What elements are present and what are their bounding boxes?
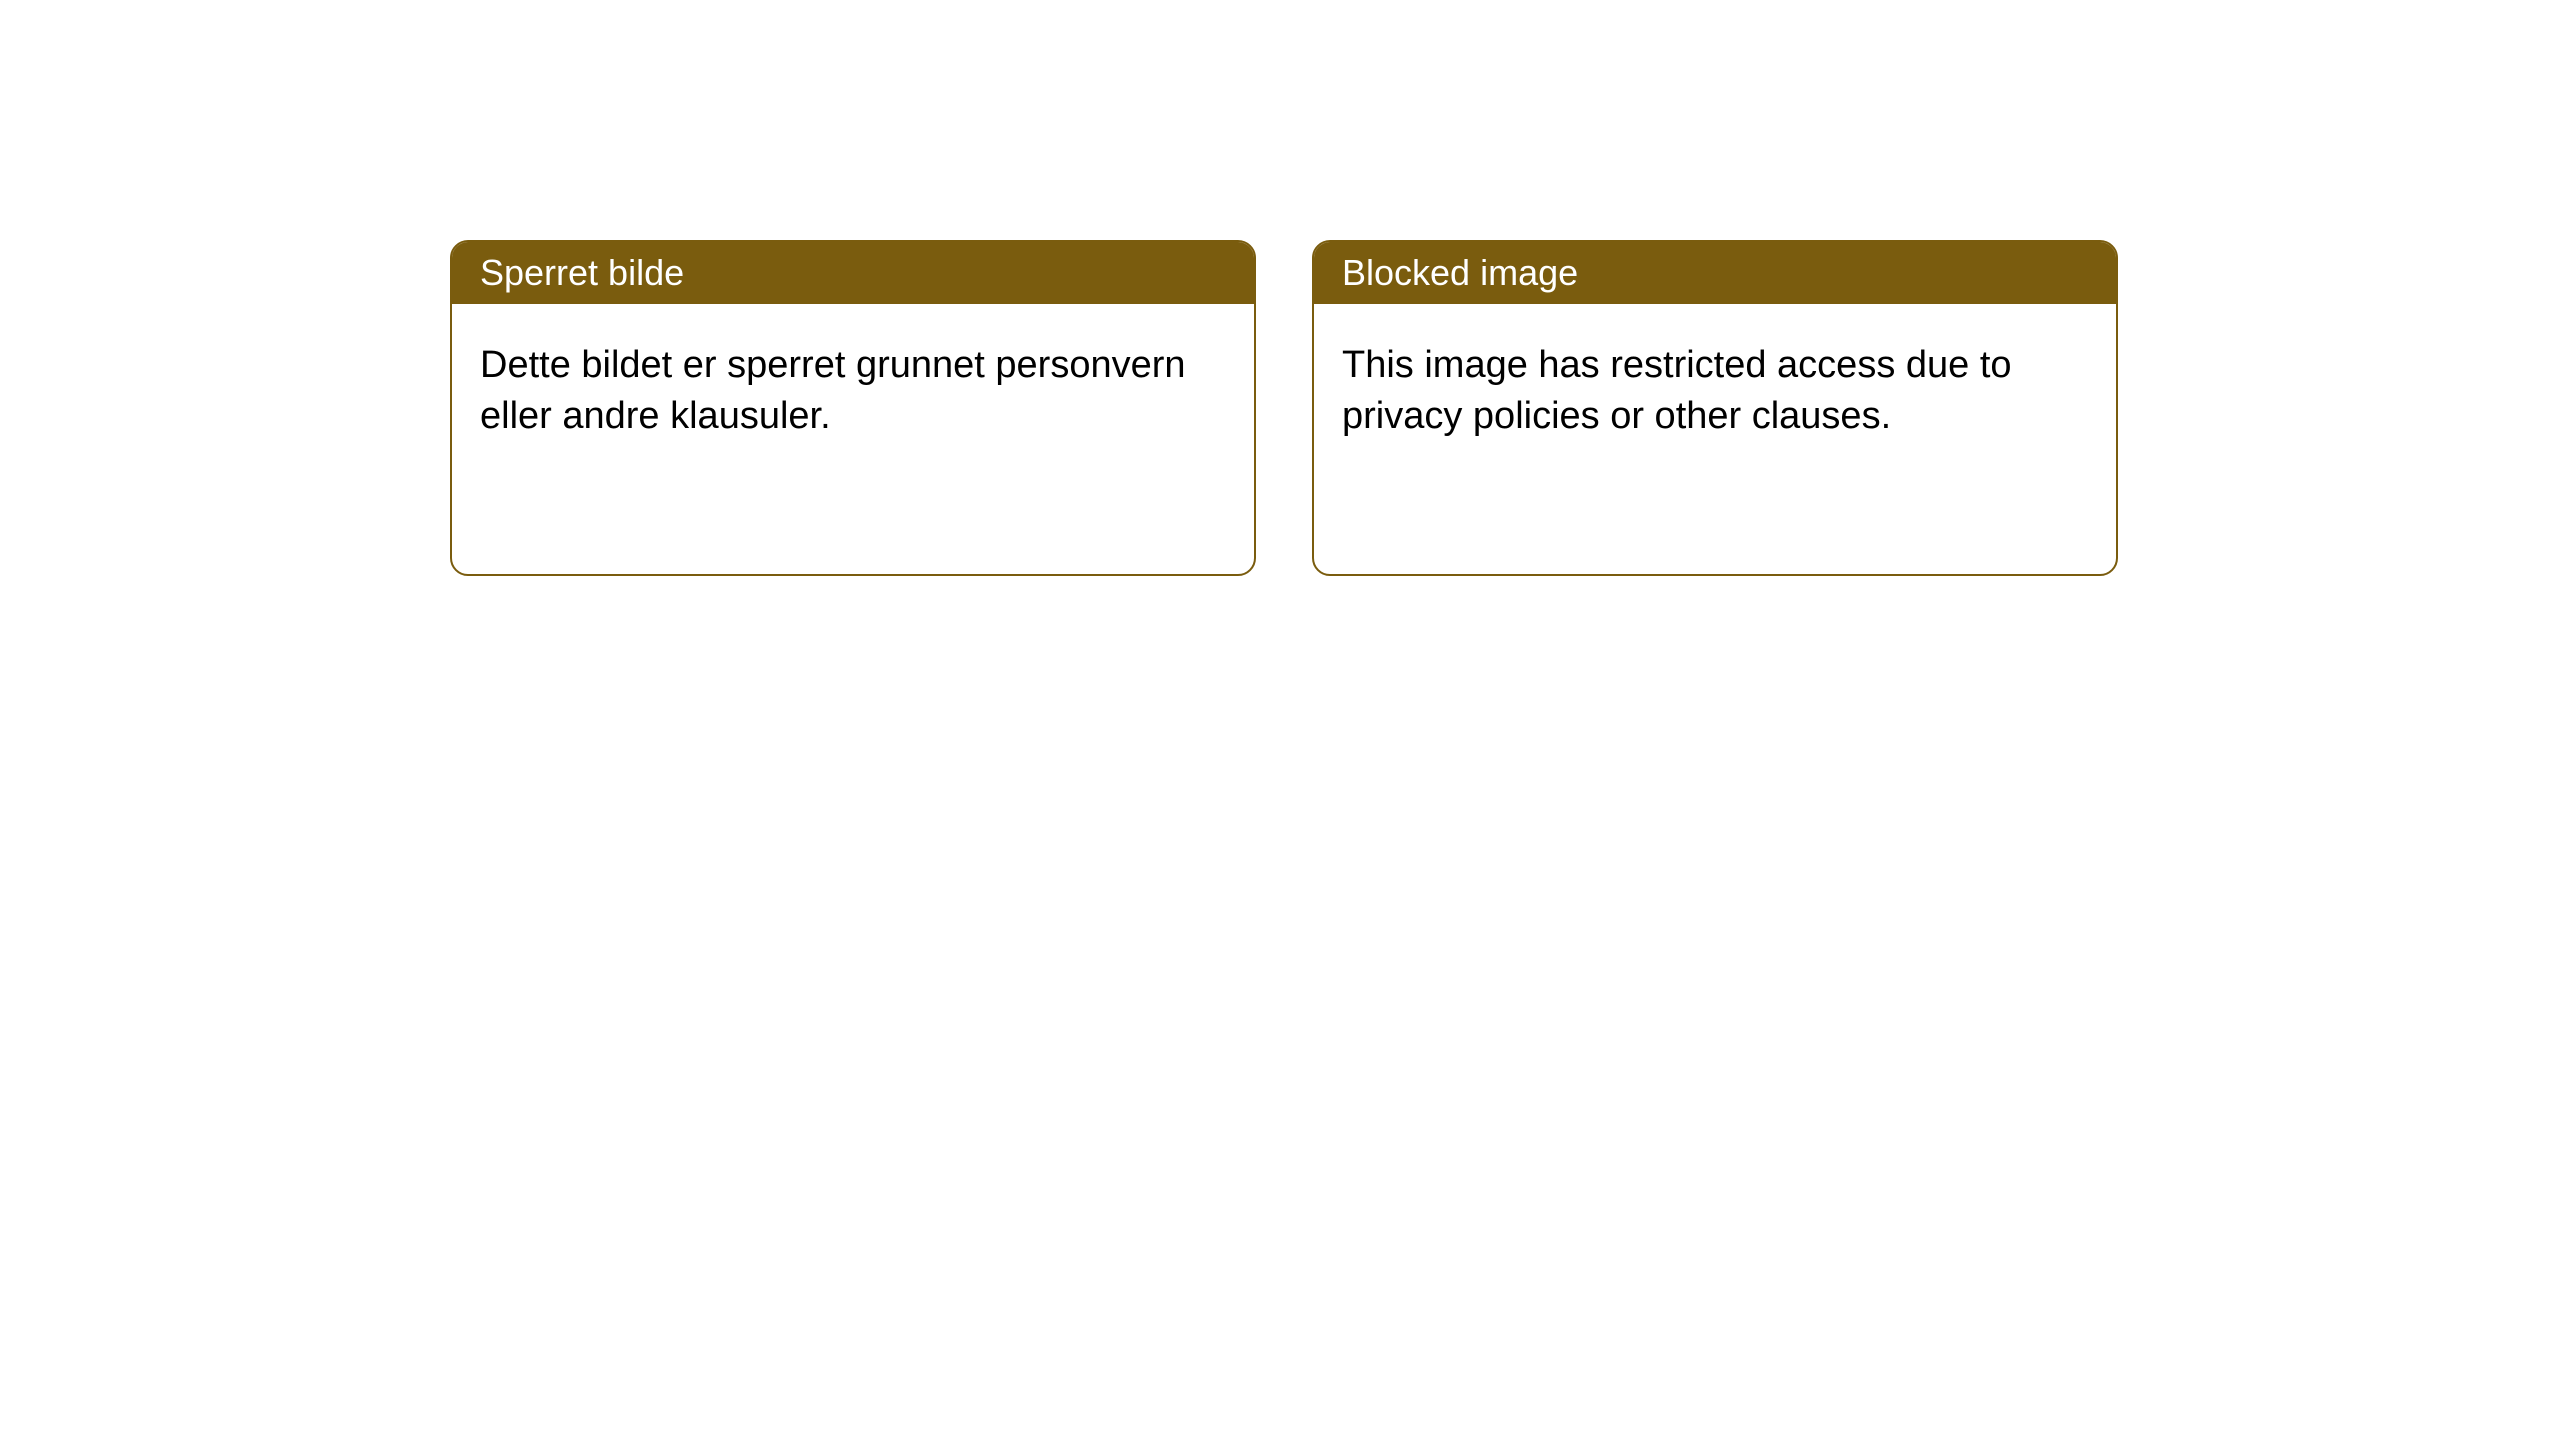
notice-body: This image has restricted access due to …	[1314, 304, 2116, 479]
notice-body-text: Dette bildet er sperret grunnet personve…	[480, 344, 1186, 437]
notice-title: Blocked image	[1342, 252, 1578, 294]
notice-card-norwegian: Sperret bilde Dette bildet er sperret gr…	[450, 240, 1256, 576]
notice-container: Sperret bilde Dette bildet er sperret gr…	[0, 0, 2560, 576]
notice-body: Dette bildet er sperret grunnet personve…	[452, 304, 1254, 479]
notice-header: Blocked image	[1314, 242, 2116, 304]
notice-header: Sperret bilde	[452, 242, 1254, 304]
notice-body-text: This image has restricted access due to …	[1342, 344, 2012, 437]
notice-card-english: Blocked image This image has restricted …	[1312, 240, 2118, 576]
notice-title: Sperret bilde	[480, 252, 684, 294]
